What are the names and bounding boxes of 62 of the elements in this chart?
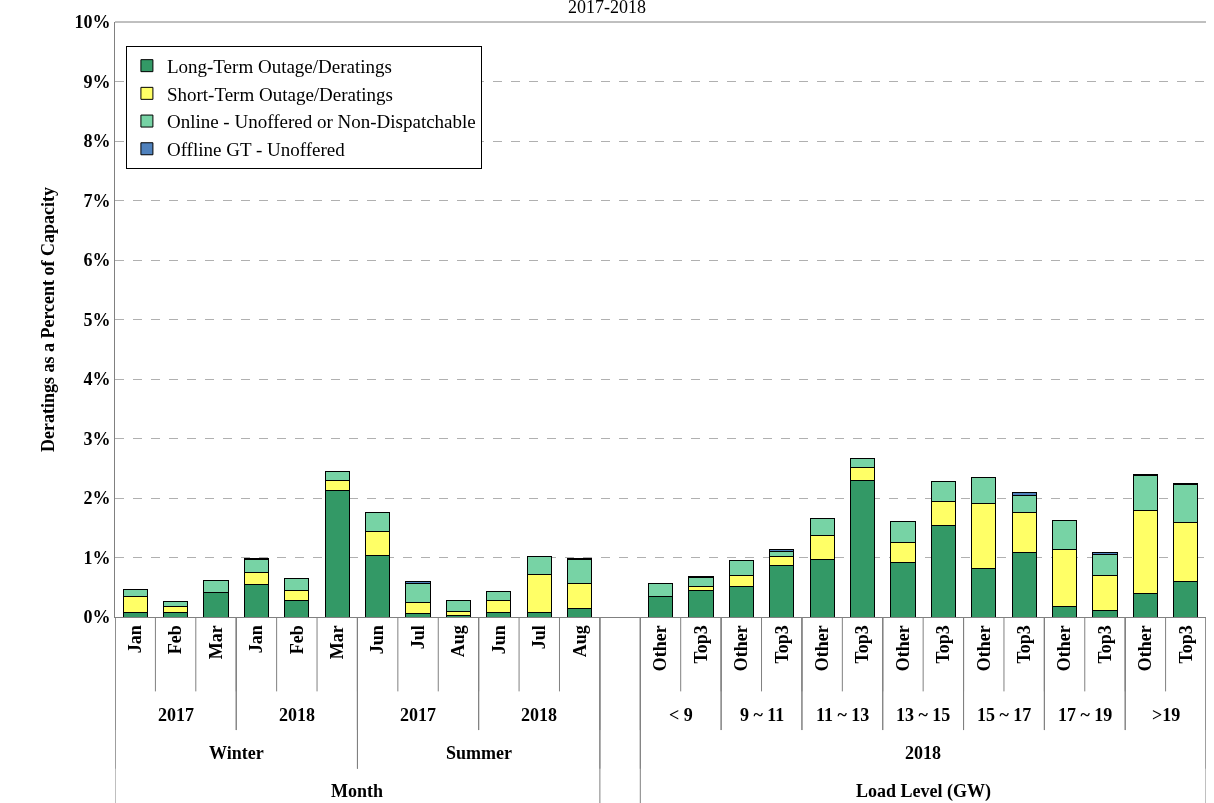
text: 2018 <box>279 705 315 725</box>
x-tick-label: Jan <box>246 625 267 654</box>
text: 11 ~ 13 <box>816 705 870 725</box>
x-tick-label: Feb <box>286 625 307 655</box>
text: 2018 <box>905 743 941 763</box>
x-tick-label: Jun <box>488 625 509 655</box>
x-tick-label: Aug <box>569 625 590 658</box>
text: 2017 <box>400 705 436 725</box>
x-tick-label: Top3 <box>690 625 711 664</box>
text: Load Level (GW) <box>856 781 991 802</box>
y-tick-label: 8% <box>83 131 111 152</box>
x-tick-label: Top3 <box>771 625 792 664</box>
text: 13 ~ 15 <box>896 705 951 725</box>
x-tick-label: Top3 <box>1014 625 1035 664</box>
text: 9 ~ 11 <box>740 705 785 725</box>
x-tick-label: Jun <box>367 625 388 655</box>
x-tick-label: Other <box>1054 625 1075 672</box>
legend-label: Long-Term Outage/Deratings <box>166 56 392 78</box>
x-tick-label: Mar <box>327 625 348 660</box>
text: Winter <box>209 743 264 763</box>
x-tick-label: Other <box>892 625 913 672</box>
x-tick-label: Mar <box>205 625 226 660</box>
x-tick-label: Jul <box>529 625 550 650</box>
y-tick-label: 4% <box>83 369 111 390</box>
y-tick-label: 1% <box>83 547 111 568</box>
y-tick-label: 5% <box>83 309 111 330</box>
text: 17 ~ 19 <box>1058 705 1113 725</box>
y-axis-title: Deratings as a Percent of Capacity <box>37 186 58 453</box>
legend-label: Short-Term Outage/Deratings <box>166 83 393 105</box>
bar <box>688 577 714 587</box>
y-tick-label: 0% <box>83 607 111 628</box>
y-tick-label: 9% <box>83 71 111 92</box>
y-tick-label: 10% <box>74 12 111 33</box>
x-tick-label: Feb <box>165 625 186 655</box>
text: 15 ~ 17 <box>977 705 1032 725</box>
text: 2017 <box>158 705 194 725</box>
x-tick-label: Aug <box>448 625 469 658</box>
bar <box>445 600 472 613</box>
x-tick-label: Other <box>650 625 671 672</box>
y-tick-label: 2% <box>83 488 111 509</box>
x-tick-label: Other <box>1135 625 1156 672</box>
chart-title: 2017-2018 <box>568 0 646 18</box>
x-tick-label: Other <box>973 625 994 672</box>
text: Month <box>331 781 384 801</box>
text: Summer <box>446 743 512 763</box>
x-tick-label: Jan <box>125 625 146 654</box>
text: < 9 <box>669 705 693 725</box>
legend-label: Offline GT - Unoffered <box>166 139 346 161</box>
y-tick-label: 3% <box>83 428 111 449</box>
y-tick-label: 7% <box>83 190 111 211</box>
x-tick-label: Top3 <box>1175 625 1196 664</box>
x-tick-label: Top3 <box>852 625 873 664</box>
x-tick-label: Other <box>811 625 832 672</box>
text: 2018 <box>521 705 557 725</box>
bar <box>688 590 714 617</box>
x-tick-label: Top3 <box>1094 625 1115 664</box>
x-tick-label: Jul <box>407 625 428 650</box>
text: >19 <box>1152 705 1181 725</box>
legend-label: Online - Unoffered or Non-Dispatchable <box>166 111 476 133</box>
x-tick-label: Top3 <box>933 625 954 664</box>
y-tick-label: 6% <box>83 250 111 271</box>
x-tick-label: Other <box>731 625 752 672</box>
